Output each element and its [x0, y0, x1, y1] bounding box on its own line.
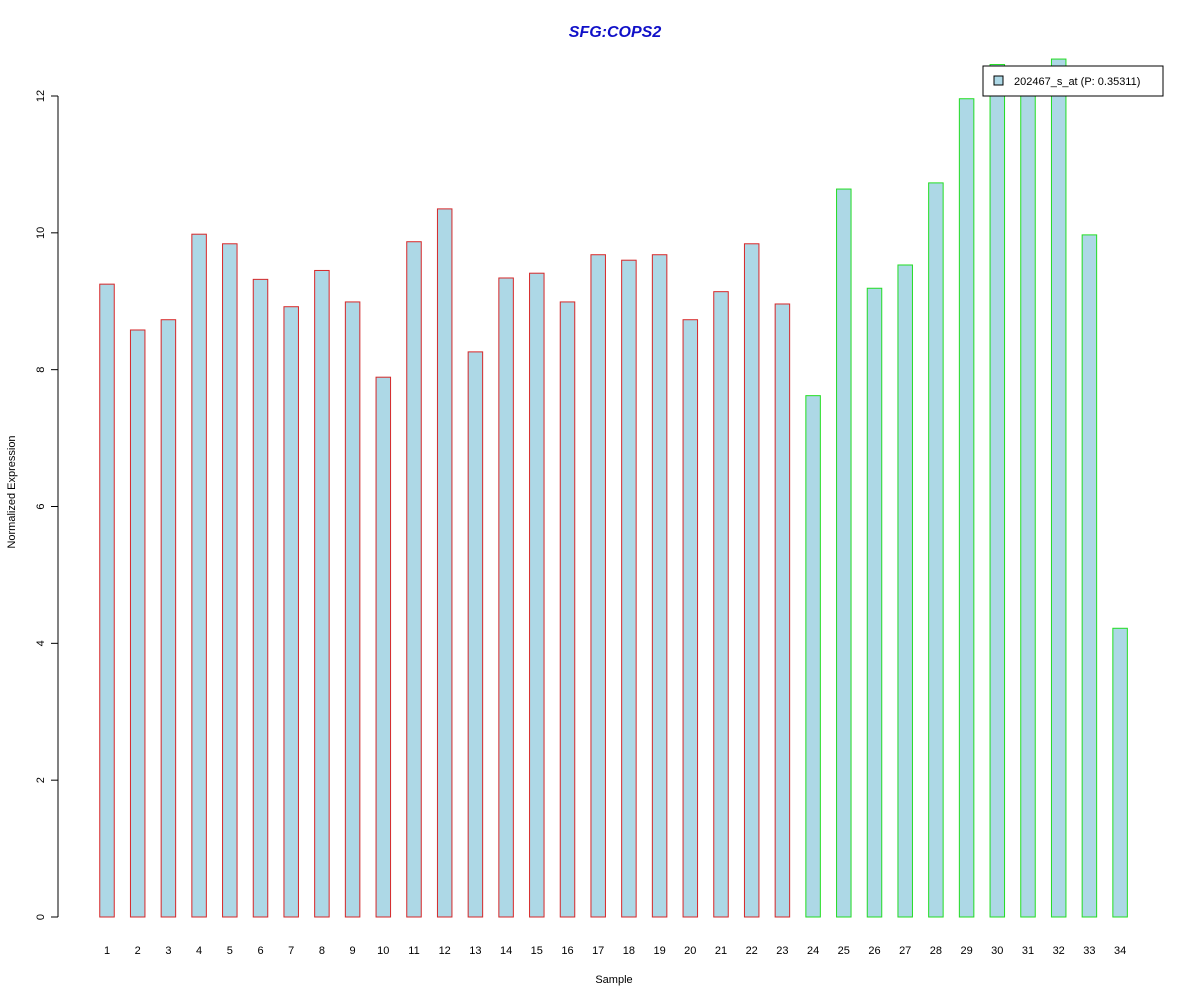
bar: [160, 319, 177, 918]
y-axis: 0 2 4 6 8 10 12: [35, 90, 59, 920]
x-tick-label: 4: [196, 945, 202, 957]
bar: [498, 277, 514, 918]
bar: [529, 272, 545, 918]
x-tick-label: 15: [531, 945, 543, 957]
bar: [467, 351, 484, 918]
x-tick-label: 17: [592, 945, 604, 957]
x-tick-label: 28: [930, 945, 942, 957]
y-tick-label: 8: [35, 367, 47, 373]
x-tick-label: 20: [684, 945, 696, 957]
x-tick-label: 10: [377, 945, 389, 957]
chart-title: SFG:COPS2: [569, 24, 662, 41]
bar: [805, 395, 821, 918]
bar: [743, 243, 760, 918]
x-axis-title: Sample: [595, 974, 632, 986]
x-tick-label: 6: [257, 945, 263, 957]
bar: [1081, 234, 1098, 918]
x-tick-label: 26: [868, 945, 880, 957]
x-tick-label: 13: [469, 945, 481, 957]
x-tick-label: 22: [746, 945, 758, 957]
x-tick-label: 29: [960, 945, 972, 957]
x-tick-label: 21: [715, 945, 727, 957]
bars: [99, 58, 1128, 918]
bar: [314, 269, 330, 918]
bar: [406, 241, 422, 918]
bar: [682, 319, 699, 918]
bar: [1112, 627, 1128, 918]
bar: [129, 329, 146, 918]
x-tick-label: 25: [838, 945, 850, 957]
bar: [866, 287, 883, 918]
x-tick-label: 9: [350, 945, 356, 957]
x-tick-label: 7: [288, 945, 294, 957]
legend-label: 202467_s_at (P: 0.35311): [1014, 76, 1140, 88]
bar: [375, 376, 392, 918]
y-tick-label: 2: [35, 777, 47, 783]
x-tick-label: 30: [991, 945, 1003, 957]
y-tick-label: 0: [35, 914, 47, 920]
bar: [928, 182, 944, 918]
legend-box: [982, 65, 1164, 97]
y-tick-label: 10: [35, 227, 47, 239]
bar: [989, 64, 1006, 918]
bar: [1050, 58, 1067, 918]
legend: 202467_s_at (P: 0.35311): [982, 65, 1164, 97]
bar: [590, 254, 606, 918]
bar: [283, 306, 299, 918]
x-tick-label: 11: [408, 945, 419, 957]
x-tick-label: 24: [807, 945, 819, 957]
x-tick-label: 1: [104, 945, 110, 957]
x-tick-label: 16: [561, 945, 573, 957]
bar: [222, 243, 238, 918]
y-axis-title: Normalized Expression: [6, 435, 18, 548]
y-tick-label: 6: [35, 503, 47, 509]
x-tick-label: 31: [1022, 945, 1034, 957]
x-tick-label: 14: [500, 945, 512, 957]
bar: [774, 303, 791, 918]
bar: [436, 208, 453, 918]
y-tick-label: 4: [35, 640, 47, 646]
x-tick-label: 34: [1114, 945, 1126, 957]
bar: [1020, 84, 1036, 918]
bar: [958, 98, 975, 918]
x-tick-label: 18: [623, 945, 635, 957]
legend-swatch: [993, 75, 1004, 86]
x-tick-label: 33: [1083, 945, 1095, 957]
bar: [191, 233, 207, 918]
bar: [559, 301, 576, 918]
x-tick-label: 27: [899, 945, 911, 957]
bar: [252, 278, 269, 918]
x-tick-label: 3: [165, 945, 171, 957]
x-tick-label: 8: [319, 945, 325, 957]
bar: [344, 301, 361, 918]
x-tick-label: 2: [135, 945, 141, 957]
x-axis-labels: 1 2 3 4 5 6 7 8 9 10 11 12 13 14 15 16 17 18 19 20 21 22 23 24 2…: [104, 945, 1126, 957]
x-tick-label: 19: [653, 945, 665, 957]
bar: [99, 283, 115, 918]
bar: [836, 188, 852, 918]
x-tick-label: 32: [1053, 945, 1065, 957]
x-tick-label: 23: [776, 945, 788, 957]
bar: [651, 254, 668, 918]
y-tick-label: 12: [35, 90, 47, 102]
bar: [897, 264, 913, 918]
bar: [621, 259, 637, 918]
bar: [713, 291, 729, 918]
x-tick-label: 12: [439, 945, 451, 957]
x-tick-label: 5: [227, 945, 233, 957]
